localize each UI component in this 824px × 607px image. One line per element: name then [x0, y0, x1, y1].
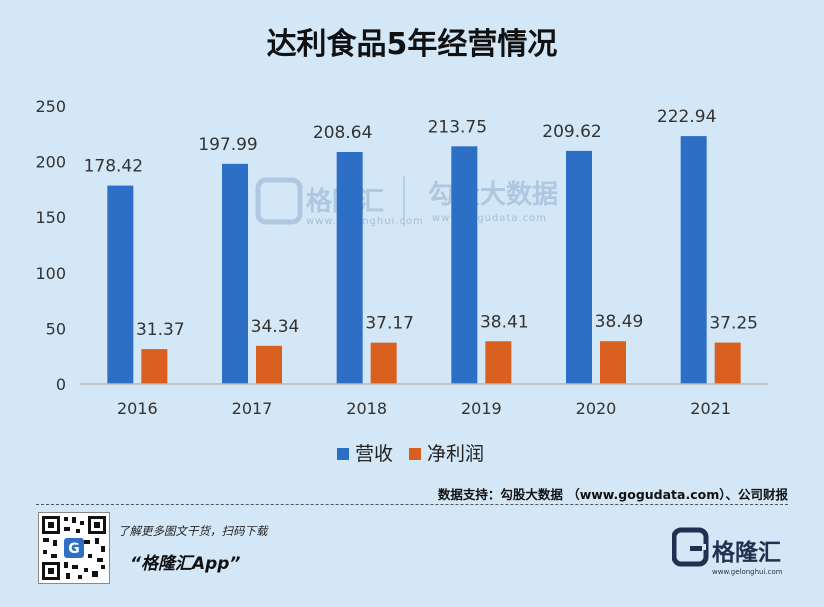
y-tick-label: 200: [35, 153, 66, 172]
x-axis: 2016 2017 2018 2019 2020 2021: [80, 383, 768, 418]
revenue-label-2018: 208.64: [313, 123, 372, 143]
y-axis: 0 50 100 150 200 250: [35, 97, 66, 394]
bars: 178.42 31.37 197.99 34.34 208.64 37.17 213.75 3…: [84, 107, 758, 384]
logo-text: 格隆汇: [712, 539, 781, 566]
legend-label-0: 营收: [355, 443, 393, 465]
revenue-bar-2017: [222, 163, 248, 384]
gelonghui-logo: 格隆汇 www.gelonghui.com: [672, 527, 783, 576]
revenue-bar-2021: [680, 136, 707, 384]
net-profit-label-2017: 34.34: [251, 317, 300, 337]
net-profit-bar-2017: [256, 345, 282, 384]
revenue-label-2017: 197.99: [198, 135, 257, 155]
watermark-logo-icon: [255, 177, 303, 225]
net-profit-label-2019: 38.41: [480, 312, 529, 332]
y-tick-label: 0: [56, 375, 66, 394]
legend: 营收 净利润: [337, 443, 484, 465]
legend-swatch-0: [337, 448, 349, 460]
legend-swatch-1: [409, 448, 421, 460]
qr-code[interactable]: G: [38, 512, 110, 584]
net-profit-bar-2019: [485, 341, 512, 384]
chart-title: 达利食品5年经营情况: [267, 27, 558, 62]
revenue-label-2016: 178.42: [84, 157, 143, 177]
footer-divider: [36, 504, 788, 505]
revenue-label-2020: 209.62: [542, 122, 601, 142]
revenue-label-2019: 213.75: [428, 117, 487, 137]
watermark-brand-url: www.gelonghui.com: [306, 216, 424, 227]
revenue-label-2021: 222.94: [657, 107, 716, 127]
y-tick-label: 50: [46, 319, 66, 338]
x-tick-label-2021: 2021: [690, 399, 731, 418]
promo-text: 了解更多图文干货，扫码下载: [118, 524, 268, 538]
watermark: 格隆汇 www.gelonghui.com 勾股大数据 www.gogudata…: [255, 176, 558, 227]
y-tick-label: 150: [35, 208, 66, 227]
watermark-data-url: www.gogudata.com: [432, 213, 547, 224]
logo-url: www.gelonghui.com: [712, 568, 783, 576]
x-tick-label-2020: 2020: [576, 399, 617, 418]
net-profit-bar-2021: [714, 342, 741, 384]
revenue-bar-2016: [107, 185, 134, 384]
net-profit-bar-2018: [370, 342, 397, 384]
net-profit-label-2020: 38.49: [595, 312, 644, 332]
legend-label-1: 净利润: [427, 443, 484, 465]
x-tick-label-2019: 2019: [461, 399, 502, 418]
revenue-bar-2020: [566, 150, 592, 384]
svg-text:G: G: [68, 541, 80, 557]
net-profit-bar-2020: [600, 341, 626, 384]
watermark-data-brand: 勾股大数据: [428, 180, 558, 210]
revenue-bar-2018: [336, 151, 363, 384]
bar-chart: 达利食品5年经营情况 格隆汇 www.gelonghui.com 勾股大数据 w…: [35, 27, 768, 465]
x-tick-label-2016: 2016: [117, 399, 158, 418]
x-tick-label-2017: 2017: [232, 399, 273, 418]
y-tick-label: 250: [35, 97, 66, 116]
net-profit-bar-2016: [141, 349, 168, 384]
data-source: 数据支持：勾股大数据 （www.gogudata.com）、公司财报: [437, 487, 788, 502]
net-profit-label-2018: 37.17: [365, 314, 414, 334]
app-name: “格隆汇App”: [130, 554, 241, 574]
revenue-bar-2019: [451, 146, 478, 384]
net-profit-label-2021: 37.25: [709, 314, 758, 334]
net-profit-label-2016: 31.37: [136, 320, 185, 340]
y-tick-label: 100: [35, 264, 66, 283]
x-tick-label-2018: 2018: [346, 399, 387, 418]
